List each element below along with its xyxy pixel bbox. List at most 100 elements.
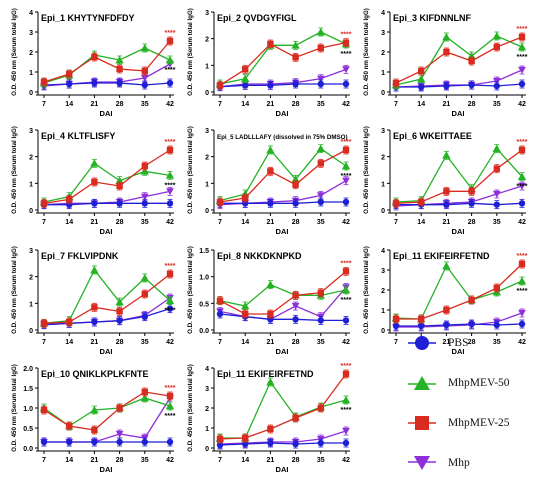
x-axis-label: DAI xyxy=(100,347,113,356)
x-tick-label: 35 xyxy=(317,101,325,108)
data-point-mhpmev-50 xyxy=(165,55,175,64)
data-point-mhp xyxy=(342,177,350,185)
data-point-mhp xyxy=(291,302,300,310)
x-tick-label: 7 xyxy=(42,219,46,226)
x-tick-label: 14 xyxy=(417,219,425,226)
data-point-pbs xyxy=(518,80,526,88)
y-axis-label: O.D. 450 nm (Serum total IgG) xyxy=(11,126,18,214)
y-tick-label: 1 xyxy=(205,181,209,188)
data-point-mhpmev-50 xyxy=(341,395,351,404)
x-tick-label: 7 xyxy=(394,219,398,226)
chart-panel-6: 0 1 2 3 7 14 21 28 35 42 DAI O.D. 450 nm (Serum tot… xyxy=(363,126,528,236)
y-tick-label: 2 xyxy=(29,50,33,57)
data-point-mhpmev-50 xyxy=(291,41,300,49)
data-point-mhpmev-25 xyxy=(317,404,324,412)
series-line-mhp xyxy=(219,180,347,206)
chart-panel-11: 0 1 2 3 4 7 14 21 28 35 42 DAI O.D. 450 nm (Serum to… xyxy=(187,363,352,474)
data-point-pbs xyxy=(392,322,400,330)
data-point-pbs xyxy=(342,317,350,324)
chart-title: Epi_4 KLTFLISFY xyxy=(41,131,115,141)
data-point-mhp xyxy=(166,188,174,196)
x-tick-label: 21 xyxy=(443,101,451,108)
y-tick-label: 1 xyxy=(205,63,209,70)
data-point-mhpmev-25 xyxy=(418,198,425,206)
series-line-mhpmev-50 xyxy=(220,380,347,439)
data-point-mhpmev-25 xyxy=(40,78,48,86)
x-tick-label: 28 xyxy=(292,101,300,108)
significance-marker: **** xyxy=(165,385,176,392)
data-point-pbs xyxy=(91,318,98,326)
chart-title: Epi_10 QNIKLKPLKFNTE xyxy=(41,369,149,379)
data-point-pbs xyxy=(317,317,324,324)
y-tick-label: 0 xyxy=(205,446,209,453)
data-point-pbs xyxy=(91,200,98,207)
data-point-pbs xyxy=(443,321,450,329)
x-tick-label: 21 xyxy=(91,457,99,464)
data-point-mhpmev-25 xyxy=(342,268,350,275)
y-axis-label: O.D. 450 nm (Serum total IgG) xyxy=(187,246,194,334)
chart-title: Epi_11 EKIFEIRFETND xyxy=(393,251,490,261)
data-point-mhpmev-25 xyxy=(141,388,148,396)
y-tick-label: 2 xyxy=(381,155,385,162)
series-line-pbs xyxy=(219,83,346,88)
data-point-mhpmev-25 xyxy=(468,57,475,65)
y-tick-label: 0 xyxy=(205,90,209,97)
data-point-mhpmev-50 xyxy=(266,145,275,154)
x-tick-label: 35 xyxy=(317,339,325,346)
y-tick-label: 3 xyxy=(381,268,385,275)
data-point-mhpmev-25 xyxy=(91,53,98,61)
data-point-pbs xyxy=(166,200,174,207)
data-point-pbs xyxy=(116,438,123,446)
series-line-pbs xyxy=(396,202,523,206)
y-tick-label: 4 xyxy=(381,10,385,17)
series-line-mhpmev-50 xyxy=(43,162,171,203)
data-point-mhpmev-50 xyxy=(492,144,501,152)
series-line-mhp xyxy=(219,68,347,88)
data-point-pbs xyxy=(91,438,98,446)
x-tick-label: 14 xyxy=(65,219,73,226)
y-axis-label: O.D. 450 nm (Serum total IgG) xyxy=(11,8,18,96)
y-tick-label: 3 xyxy=(29,248,33,255)
series-line-mhpmev-25 xyxy=(219,270,347,315)
data-point-mhpmev-25 xyxy=(392,315,400,323)
data-point-mhp xyxy=(140,74,149,82)
y-tick-label: 1 xyxy=(381,308,385,315)
data-point-pbs xyxy=(141,313,148,320)
chart-panel-2: 0 1 2 3 7 14 21 28 35 42 DAI O.D. 450 nm (Serum tot… xyxy=(187,8,352,118)
data-point-mhpmev-25 xyxy=(242,434,249,442)
y-tick-label: 3 xyxy=(381,128,385,135)
y-tick-label: 0.0 xyxy=(23,446,33,453)
series-line-pbs xyxy=(43,308,171,326)
x-axis-label: DAI xyxy=(276,109,289,118)
data-point-mhpmev-50 xyxy=(517,276,527,285)
data-point-mhpmev-25 xyxy=(443,48,450,56)
significance-marker: **** xyxy=(165,182,176,189)
x-tick-label: 7 xyxy=(218,457,222,464)
x-tick-label: 21 xyxy=(267,339,275,346)
series-line-mhp xyxy=(219,286,347,321)
data-point-mhpmev-25 xyxy=(468,296,475,304)
data-point-mhp xyxy=(518,182,526,190)
data-point-mhpmev-25 xyxy=(40,320,48,327)
data-point-pbs xyxy=(443,201,450,208)
chart-title: Epi_11 EKIFEIRFETND xyxy=(217,369,314,379)
data-point-pbs xyxy=(242,82,249,89)
data-point-mhpmev-25 xyxy=(292,54,299,61)
x-tick-label: 21 xyxy=(267,457,275,464)
chart-panel-3: 0 1 2 3 4 7 14 21 28 35 42 DAI O.D. 450 nm (Serum to… xyxy=(363,8,528,118)
chart-title: Epi_1 KHYTYNFDFDY xyxy=(41,13,135,23)
y-tick-label: 2 xyxy=(381,50,385,57)
data-point-mhpmev-50 xyxy=(341,161,351,170)
y-tick-label: 0.5 xyxy=(23,426,33,433)
data-point-mhpmev-25 xyxy=(216,82,224,89)
data-point-mhpmev-25 xyxy=(418,315,425,323)
series-line-mhpmev-25 xyxy=(219,42,347,86)
data-point-mhpmev-50 xyxy=(442,261,451,270)
x-axis-label: DAI xyxy=(276,227,289,236)
series-line-mhpmev-50 xyxy=(219,283,347,307)
data-point-pbs xyxy=(267,200,274,207)
x-tick-label: 7 xyxy=(218,339,222,346)
y-tick-label: 2 xyxy=(381,288,385,295)
legend-label: PBS xyxy=(448,337,469,349)
x-axis-label: DAI xyxy=(100,465,113,474)
